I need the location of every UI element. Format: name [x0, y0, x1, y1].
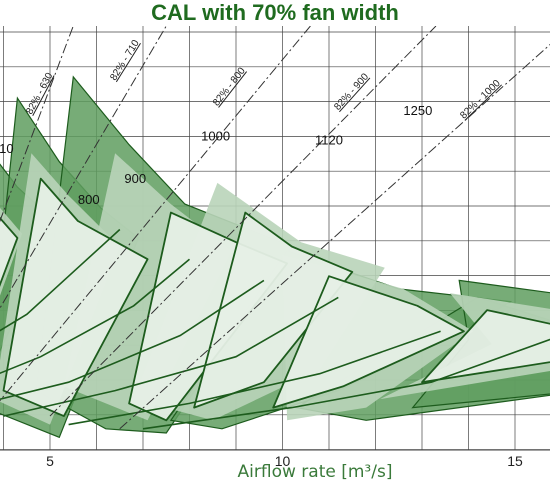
efficiency-line: [49, 26, 437, 417]
fan-size-label-1250: 1250: [403, 103, 432, 118]
fan-curve: [142, 338, 550, 430]
efficiency-line-label: 82% - 710: [108, 38, 142, 83]
efficiency-line-label: 82% - 1000: [458, 78, 503, 122]
x-tick-label: 5: [46, 453, 54, 469]
fan-size-label-1000: 1000: [201, 128, 230, 143]
fan-core-1250: [421, 309, 550, 384]
efficiency-line: [0, 26, 167, 310]
fan-core-1120: [272, 275, 465, 409]
fan-size-labels: 710 800 900 1000 1120 1250: [0, 103, 432, 207]
fan-curve: [0, 258, 191, 375]
efficiency-line-label: 82% - 630: [24, 71, 55, 117]
efficiency-line: [0, 26, 74, 223]
fan-curves: [0, 228, 550, 430]
fan-size-label-710: 710: [0, 141, 14, 156]
efficiency-line: [119, 43, 550, 430]
fan-curve: [0, 228, 121, 332]
fan-curve: [0, 279, 265, 401]
fan-size-label-800: 800: [78, 192, 100, 207]
chart-title: CAL with 70% fan width: [151, 0, 399, 25]
efficiency-line-label: 82% - 800: [211, 65, 248, 108]
x-tick-labels: 5 10 15: [46, 453, 523, 469]
fan-core-710: [0, 216, 19, 287]
efficiency-line-label: 82% - 900: [332, 71, 371, 113]
fan-curve: [3, 296, 339, 417]
fan-size-label-1120: 1120: [315, 133, 343, 148]
x-axis-label: Airflow rate [m³/s]: [237, 462, 393, 482]
x-tick-label: 10: [275, 453, 291, 469]
fan-size-label-900: 900: [124, 171, 146, 186]
fan-envelopes: [0, 75, 550, 439]
efficiency-line: [0, 26, 311, 402]
fan-range-900: [63, 153, 232, 421]
x-tick-label: 15: [507, 453, 523, 469]
fan-curve: [68, 330, 441, 426]
